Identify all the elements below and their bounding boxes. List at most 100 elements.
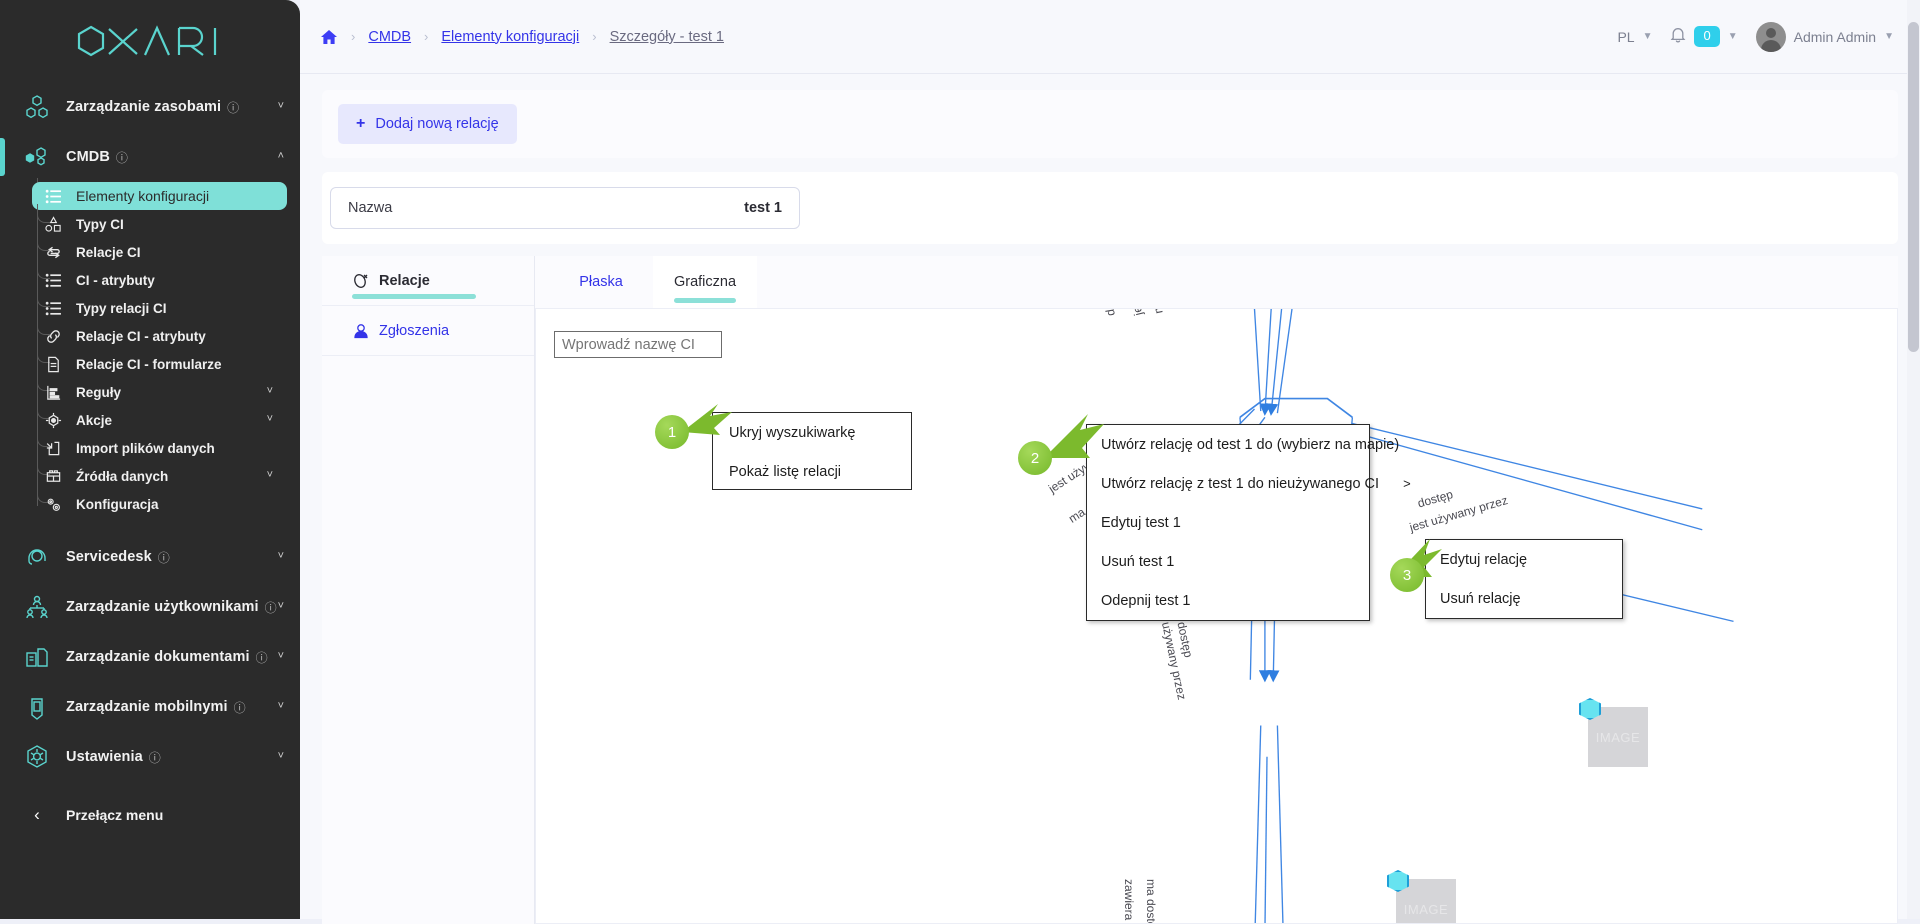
sidebar-item-reguly[interactable]: Reguły ˅ [32, 372, 287, 406]
chevron-down-icon[interactable]: ˅ [266, 384, 273, 397]
breadcrumb-item-cmdb[interactable]: CMDB [368, 28, 412, 45]
notifications[interactable]: 0 ▼ [1670, 26, 1738, 47]
sidebar-item-relacje-ci-atrybuty[interactable]: Relacje CI - atrybuty [32, 316, 287, 350]
active-indicator [674, 298, 736, 303]
sidebar-item-relacje-ci-formularze[interactable]: Relacje CI - formularze [32, 344, 287, 378]
node-context-menu[interactable]: Utwórz relację od test 1 do (wybierz na … [1086, 424, 1411, 621]
tab-label: Płaska [579, 274, 623, 290]
sidebar-group-zarzadzanie-mobilnymi[interactable]: Zarządzanie mobilnymi ⓘ ˅ [0, 682, 300, 732]
sidebar-toggle-menu[interactable]: ‹ Przełącz menu [0, 792, 300, 838]
menu-item-ukryj-wyszukiwarke[interactable]: Ukryj wyszukiwarkę [713, 413, 911, 452]
sidebar-item-ci-atrybuty[interactable]: CI - atrybuty [32, 260, 287, 294]
side-tab-zgloszenia[interactable]: Zgłoszenia [322, 306, 534, 356]
sidebar-item-label: Reguły [76, 384, 122, 400]
sidebar-item-typy-relacji-ci[interactable]: Typy relacji CI [32, 288, 287, 322]
menu-item-edytuj-relacje[interactable]: Edytuj relację [1426, 540, 1622, 579]
menu-item-edytuj-test-1[interactable]: Edytuj test 1 [1087, 503, 1369, 542]
documents-icon [22, 642, 52, 672]
graph-node-sharepoint[interactable]: IMAGE SharePoint [1387, 870, 1465, 923]
home-icon[interactable] [320, 28, 338, 46]
sidebar-item-zrodla-danych[interactable]: Źródła danych ˅ [32, 456, 287, 490]
name-field[interactable]: Nazwa test 1 [330, 187, 800, 229]
sidebar-group-zarzadzanie-zasobami[interactable]: Zarządzanie zasobami ⓘ ˅ [0, 82, 300, 132]
sync-icon [42, 244, 64, 261]
user-name: Admin Admin [1793, 28, 1877, 45]
sidebar-item-label: Konfiguracja [76, 496, 159, 512]
help-icon[interactable]: ⓘ [264, 600, 277, 615]
user-menu[interactable]: Admin Admin ▼ [1755, 21, 1894, 52]
searchbox-context-menu[interactable]: Ukryj wyszukiwarkę Pokaż listę relacji [712, 412, 912, 490]
sidebar-item-label: Akcje [76, 412, 113, 428]
breadcrumb-item-szczegoly[interactable]: Szczegóły - test 1 [609, 28, 724, 45]
chevron-down-icon[interactable]: ˅ [277, 599, 284, 612]
ci-search-input[interactable] [554, 331, 722, 358]
breadcrumb-item-elementy-konfiguracji[interactable]: Elementy konfiguracji [441, 28, 580, 45]
sidebar-item-konfiguracja[interactable]: Konfiguracja [32, 484, 287, 518]
menu-item-label: Pokaż listę relacji [729, 463, 842, 480]
relations-icon [352, 272, 370, 290]
node-image: IMAGE [1579, 698, 1648, 767]
sidebar-item-akcje[interactable]: Akcje ˅ [32, 400, 287, 434]
graph-node-test-1[interactable]: IMAGE [1579, 698, 1648, 767]
sidebar-item-typy-ci[interactable]: Typy CI [32, 204, 287, 238]
list-icon [42, 188, 64, 205]
chevron-down-icon[interactable]: ˅ [277, 699, 284, 712]
menu-item-label: Odepnij test 1 [1101, 592, 1191, 609]
help-icon[interactable]: ⓘ [233, 700, 246, 715]
sidebar-item-label: Relacje CI - atrybuty [76, 328, 206, 344]
chevron-down-icon[interactable]: ˅ [277, 549, 284, 562]
topbar: › CMDB › Elementy konfiguracji › Szczegó… [300, 0, 1920, 74]
help-icon[interactable]: ⓘ [157, 550, 170, 565]
page-scrollbar-thumb[interactable] [1908, 22, 1919, 352]
chevron-down-icon[interactable]: ˅ [266, 412, 273, 425]
sidebar-item-elementy-konfiguracji[interactable]: Elementy konfiguracji [32, 182, 287, 210]
chevron-down-icon[interactable]: ˅ [277, 99, 284, 112]
help-icon[interactable]: ⓘ [255, 650, 268, 665]
chevron-right-icon: > [1403, 476, 1411, 491]
side-tab-relacje[interactable]: Relacje [322, 256, 534, 306]
tab-label: Graficzna [673, 274, 737, 290]
sidebar-item-label: Źródła danych [76, 468, 169, 484]
cmdb-icon [22, 142, 52, 172]
sidebar-group-cmdb[interactable]: CMDB ⓘ ˄ [0, 132, 300, 182]
chevron-up-icon[interactable]: ˄ [277, 149, 284, 162]
chevron-down-icon[interactable]: ˅ [277, 749, 284, 762]
sidebar-group-zarzadzanie-dokumentami[interactable]: Zarządzanie dokumentami ⓘ ˅ [0, 632, 300, 682]
avatar [1755, 21, 1786, 52]
node-type-hex-icon [1387, 870, 1409, 892]
list-icon [42, 300, 64, 317]
menu-item-usun-relacje[interactable]: Usuń relację [1426, 579, 1622, 618]
language-selector[interactable]: PL ▼ [1617, 29, 1652, 45]
bell-icon [1670, 26, 1686, 47]
menu-item-odepnij-test-1[interactable]: Odepnij test 1 [1087, 581, 1369, 620]
menu-item-usun-test-1[interactable]: Usuń test 1 [1087, 542, 1369, 581]
menu-item-pokaz-liste-relacji[interactable]: Pokaż listę relacji [713, 452, 911, 491]
sidebar-item-relacje-ci[interactable]: Relacje CI [32, 232, 287, 266]
sidebar-group-zarzadzanie-uzytkownikami[interactable]: Zarządzanie użytkownikami ⓘ ˅ [0, 582, 300, 632]
menu-item-utworz-relacje-do-mapy[interactable]: Utwórz relację od test 1 do (wybierz na … [1087, 425, 1399, 464]
menu-item-utworz-relacje-nieuzywane-ci[interactable]: Utwórz relację z test 1 do nieużywanego … [1087, 464, 1411, 503]
relation-context-menu[interactable]: Edytuj relację Usuń relację [1425, 539, 1623, 619]
sidebar: Zarządzanie zasobami ⓘ ˅ CMDB ⓘ ˄ [0, 0, 300, 919]
tab-graficzna[interactable]: Graficzna [653, 256, 757, 308]
sidebar-group-servicedesk[interactable]: Servicedesk ⓘ ˅ [0, 532, 300, 582]
chevron-down-icon[interactable]: ˅ [277, 649, 284, 662]
sidebar-group-label: Zarządzanie dokumentami [66, 649, 250, 665]
menu-item-label: Usuń relację [1440, 590, 1521, 607]
sidebar-group-label: Zarządzanie użytkownikami [66, 599, 259, 615]
main-area: › CMDB › Elementy konfiguracji › Szczegó… [300, 0, 1920, 924]
chevron-down-icon[interactable]: ˅ [266, 468, 273, 481]
language-label: PL [1617, 28, 1635, 45]
relations-view-panel: Płaska Graficzna [535, 256, 1898, 924]
sidebar-group-ustawienia[interactable]: Ustawienia ⓘ ˅ [0, 732, 300, 782]
step-number: 2 [1018, 441, 1052, 475]
sidebar-item-import-plikow-danych[interactable]: Import plików danych [32, 428, 287, 462]
help-icon[interactable]: ⓘ [148, 750, 161, 765]
servicedesk-icon [22, 542, 52, 572]
tab-plaska[interactable]: Płaska [549, 256, 653, 308]
active-indicator [352, 294, 476, 299]
help-icon[interactable]: ⓘ [227, 100, 240, 115]
sidebar-group-label: Servicedesk [66, 549, 152, 565]
help-icon[interactable]: ⓘ [115, 150, 128, 165]
add-relation-button[interactable]: + Dodaj nową relację [338, 104, 517, 144]
